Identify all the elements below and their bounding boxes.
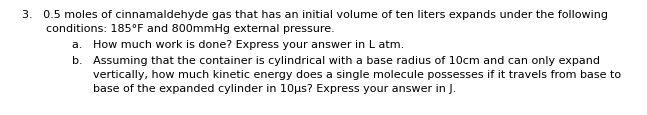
- Text: vertically, how much kinetic energy does a single molecule possesses if it trave: vertically, how much kinetic energy does…: [93, 69, 621, 79]
- Text: b.   Assuming that the container is cylindrical with a base radius of 10cm and c: b. Assuming that the container is cylind…: [72, 56, 600, 65]
- Text: 3.   0.5 moles of cinnamaldehyde gas that has an initial volume of ten liters ex: 3. 0.5 moles of cinnamaldehyde gas that …: [22, 10, 608, 20]
- Text: a.   How much work is done? Express your answer in L atm.: a. How much work is done? Express your a…: [72, 40, 404, 50]
- Text: base of the expanded cylinder in 10μs? Express your answer in J.: base of the expanded cylinder in 10μs? E…: [93, 83, 456, 93]
- Text: conditions: 185°F and 800mmHg external pressure.: conditions: 185°F and 800mmHg external p…: [46, 24, 334, 34]
